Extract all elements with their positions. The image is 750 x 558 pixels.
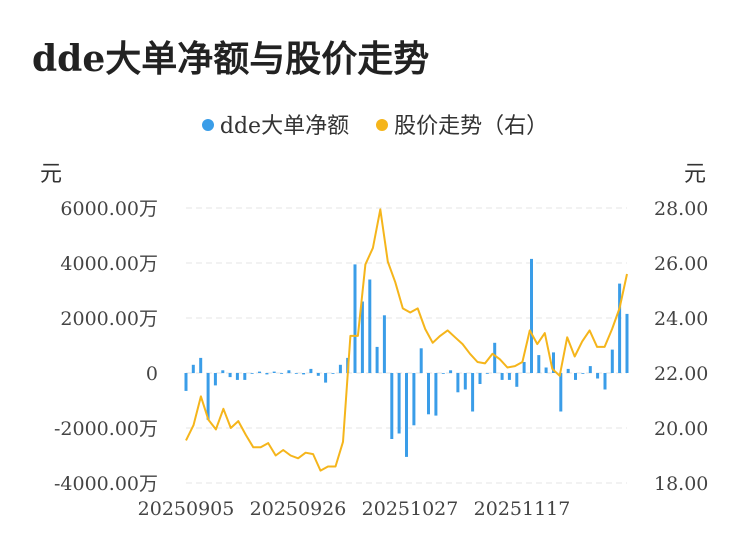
dde-bar bbox=[618, 283, 622, 373]
dde-bar bbox=[427, 373, 430, 415]
legend-item-price[interactable]: 股价走势（右） bbox=[376, 108, 548, 140]
legend-item-dde[interactable]: dde大单净额 bbox=[201, 108, 350, 140]
dde-bar bbox=[206, 373, 210, 420]
dde-bar bbox=[199, 357, 203, 373]
y-right-tick-label: 18.00 bbox=[654, 473, 708, 495]
bar-series bbox=[184, 258, 629, 457]
dde-bar bbox=[625, 313, 629, 373]
line-series bbox=[185, 208, 628, 472]
dde-bar bbox=[235, 373, 239, 380]
dde-bar bbox=[375, 346, 379, 373]
dde-bar bbox=[250, 373, 254, 374]
dde-bar bbox=[441, 373, 445, 374]
dde-bar bbox=[353, 264, 357, 373]
dde-bar bbox=[191, 364, 195, 374]
y-left-tick-label: 2000.00万 bbox=[60, 308, 158, 330]
dde-bar bbox=[405, 373, 408, 457]
legend-label-dde: dde大单净额 bbox=[219, 114, 350, 139]
dde-bar bbox=[507, 373, 511, 380]
left-axis-unit: 元 bbox=[40, 162, 63, 187]
dde-bar bbox=[610, 349, 614, 373]
x-tick-label: 20250905 bbox=[138, 498, 235, 520]
dde-bar bbox=[184, 373, 188, 391]
y-left-tick-label: -4000.00万 bbox=[54, 473, 158, 495]
x-tick-label: 20251027 bbox=[362, 498, 459, 520]
dde-bar bbox=[588, 366, 592, 373]
x-tick-label: 20251117 bbox=[474, 498, 571, 520]
dde-bar bbox=[382, 315, 386, 374]
y-right-tick-label: 20.00 bbox=[654, 418, 708, 440]
legend-dot-price-icon bbox=[376, 119, 389, 131]
dde-bar bbox=[500, 373, 504, 380]
y-left-tick-label: 4000.00万 bbox=[60, 253, 158, 275]
legend-label-price: 股价走势（右） bbox=[394, 114, 549, 139]
dde-bar bbox=[522, 362, 526, 373]
dde-bar bbox=[537, 355, 541, 373]
dde-bar bbox=[272, 371, 276, 373]
dde-bar bbox=[566, 368, 570, 373]
tick-labels: 6000.00万 4000.00万 2000.00万 0 -2000.00万 -4000.… bbox=[54, 198, 708, 520]
y-left-tick-label: 0 bbox=[146, 363, 158, 385]
dde-bar bbox=[390, 373, 394, 439]
dde-bar bbox=[581, 373, 585, 374]
dde-bar bbox=[449, 370, 453, 374]
y-right-tick-label: 22.00 bbox=[654, 363, 708, 385]
dde-bar bbox=[265, 373, 269, 375]
legend-dot-dde-icon bbox=[201, 119, 214, 131]
dde-bar bbox=[478, 373, 482, 384]
dde-bar bbox=[397, 373, 401, 434]
dde-bar bbox=[287, 370, 291, 374]
price-line bbox=[185, 208, 628, 472]
dde-bar bbox=[213, 373, 217, 386]
y-right-tick-label: 28.00 bbox=[654, 198, 708, 220]
dde-bar bbox=[324, 373, 328, 383]
dde-bar bbox=[603, 373, 607, 390]
right-axis-unit: 元 bbox=[684, 162, 707, 187]
dde-bar bbox=[463, 373, 467, 390]
legend: dde大单净额 股价走势（右） bbox=[0, 108, 750, 140]
dde-bar bbox=[456, 373, 460, 393]
dde-bar bbox=[221, 370, 225, 374]
x-tick-label: 20250926 bbox=[250, 498, 347, 520]
dde-bar bbox=[338, 364, 342, 374]
dde-bar bbox=[419, 348, 423, 374]
dde-bar bbox=[544, 367, 548, 373]
dde-bar bbox=[368, 279, 372, 373]
dde-bar bbox=[471, 373, 475, 412]
dde-bar bbox=[434, 373, 438, 416]
dde-bar bbox=[360, 301, 364, 373]
dde-bar bbox=[559, 373, 563, 412]
dde-bar bbox=[302, 373, 306, 375]
dde-bar bbox=[574, 373, 577, 380]
dde-bar bbox=[280, 373, 284, 374]
dde-bar bbox=[331, 373, 335, 374]
dde-bar bbox=[228, 373, 232, 378]
dde-bar bbox=[515, 373, 519, 387]
dde-bar bbox=[552, 352, 555, 373]
y-left-tick-label: 6000.00万 bbox=[60, 198, 158, 220]
chart-title: dde大单净额与股价走势 bbox=[32, 38, 430, 80]
dde-bar bbox=[412, 373, 416, 426]
dde-bar bbox=[309, 368, 313, 373]
dde-bar bbox=[243, 373, 247, 380]
dde-bar bbox=[530, 258, 533, 373]
dde-bar bbox=[596, 373, 600, 379]
dde-bar bbox=[258, 371, 261, 373]
dde-bar bbox=[294, 373, 298, 374]
dde-bar bbox=[485, 373, 489, 374]
y-right-tick-label: 26.00 bbox=[654, 253, 708, 275]
y-left-tick-label: -2000.00万 bbox=[54, 418, 158, 440]
dde-bar bbox=[316, 373, 320, 376]
dde-bar bbox=[493, 342, 497, 374]
y-right-tick-label: 24.00 bbox=[654, 308, 708, 330]
